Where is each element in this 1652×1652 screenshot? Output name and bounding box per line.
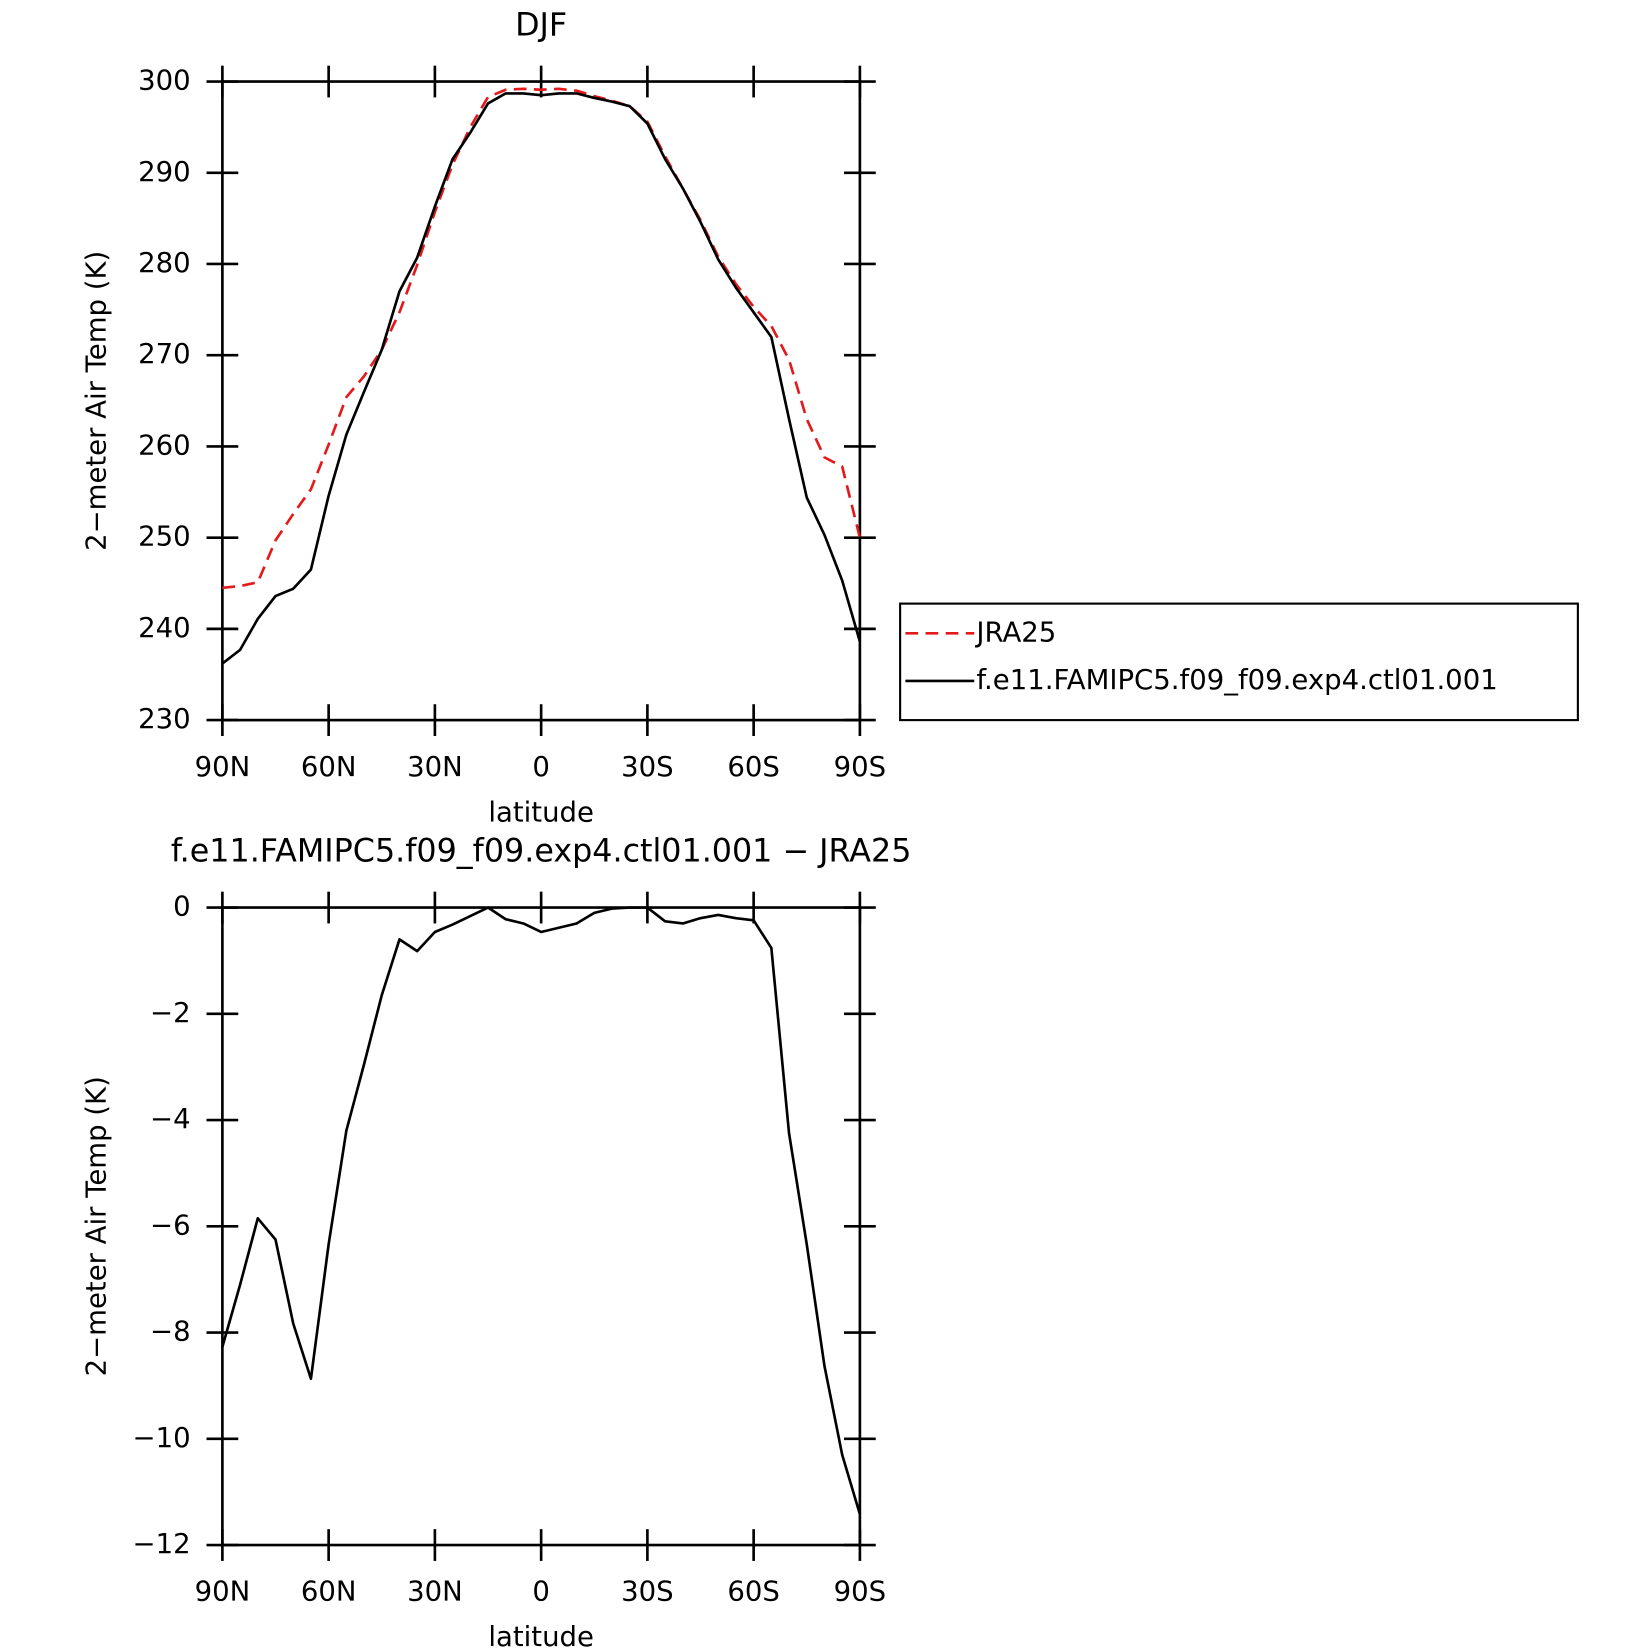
- x-tick-label: 90S: [834, 751, 886, 783]
- y-tick-label: −10: [133, 1422, 191, 1454]
- y-tick-label: 270: [138, 338, 191, 370]
- x-tick-label: 30N: [407, 1576, 463, 1608]
- plot-frame: [221, 906, 862, 1547]
- y-tick-label: 230: [138, 703, 191, 735]
- y-tick-label: 0: [173, 891, 191, 923]
- y-tick-label: 300: [138, 65, 191, 97]
- data-line: [221, 92, 862, 665]
- legend-box: [899, 602, 1579, 722]
- y-tick-label: −12: [133, 1528, 191, 1560]
- legend-label: JRA25: [974, 616, 1056, 648]
- y-tick-label: −4: [150, 1103, 191, 1135]
- y-tick-label: 290: [138, 156, 191, 188]
- x-tick-label: 60S: [727, 751, 779, 783]
- y-tick-label: 240: [138, 612, 191, 644]
- x-tick-label: 30S: [621, 751, 673, 783]
- x-tick-label: 60N: [301, 1576, 357, 1608]
- x-axis-label: latitude: [488, 796, 594, 828]
- y-tick-label: 250: [138, 521, 191, 553]
- x-tick-label: 60S: [727, 1576, 779, 1608]
- y-tick-label: −6: [150, 1209, 191, 1241]
- x-tick-label: 0: [532, 1576, 550, 1608]
- x-tick-label: 0: [532, 751, 550, 783]
- legend-label: f.e11.FAMIPC5.f09_f09.exp4.ctl01.001: [976, 664, 1497, 696]
- x-tick-label: 90S: [834, 1576, 886, 1608]
- x-axis-label: latitude: [488, 1621, 594, 1652]
- x-tick-label: 90N: [195, 751, 251, 783]
- y-axis-label: 2−meter Air Temp (K): [80, 1076, 112, 1376]
- x-tick-label: 60N: [301, 751, 357, 783]
- chart-title: f.e11.FAMIPC5.f09_f09.exp4.ctl01.001 − J…: [171, 833, 912, 869]
- data-line: [222, 87, 862, 590]
- plot-frame: [221, 80, 862, 722]
- x-tick-label: 90N: [195, 1576, 251, 1608]
- y-tick-label: 280: [138, 247, 191, 279]
- y-tick-label: −2: [150, 997, 191, 1029]
- x-tick-label: 30S: [621, 1576, 673, 1608]
- data-line: [221, 906, 862, 1515]
- y-tick-label: 260: [138, 429, 191, 461]
- y-axis-label: 2−meter Air Temp (K): [80, 251, 112, 551]
- chart-title: DJF: [515, 7, 567, 43]
- y-tick-label: −8: [150, 1316, 191, 1348]
- x-tick-label: 30N: [407, 751, 463, 783]
